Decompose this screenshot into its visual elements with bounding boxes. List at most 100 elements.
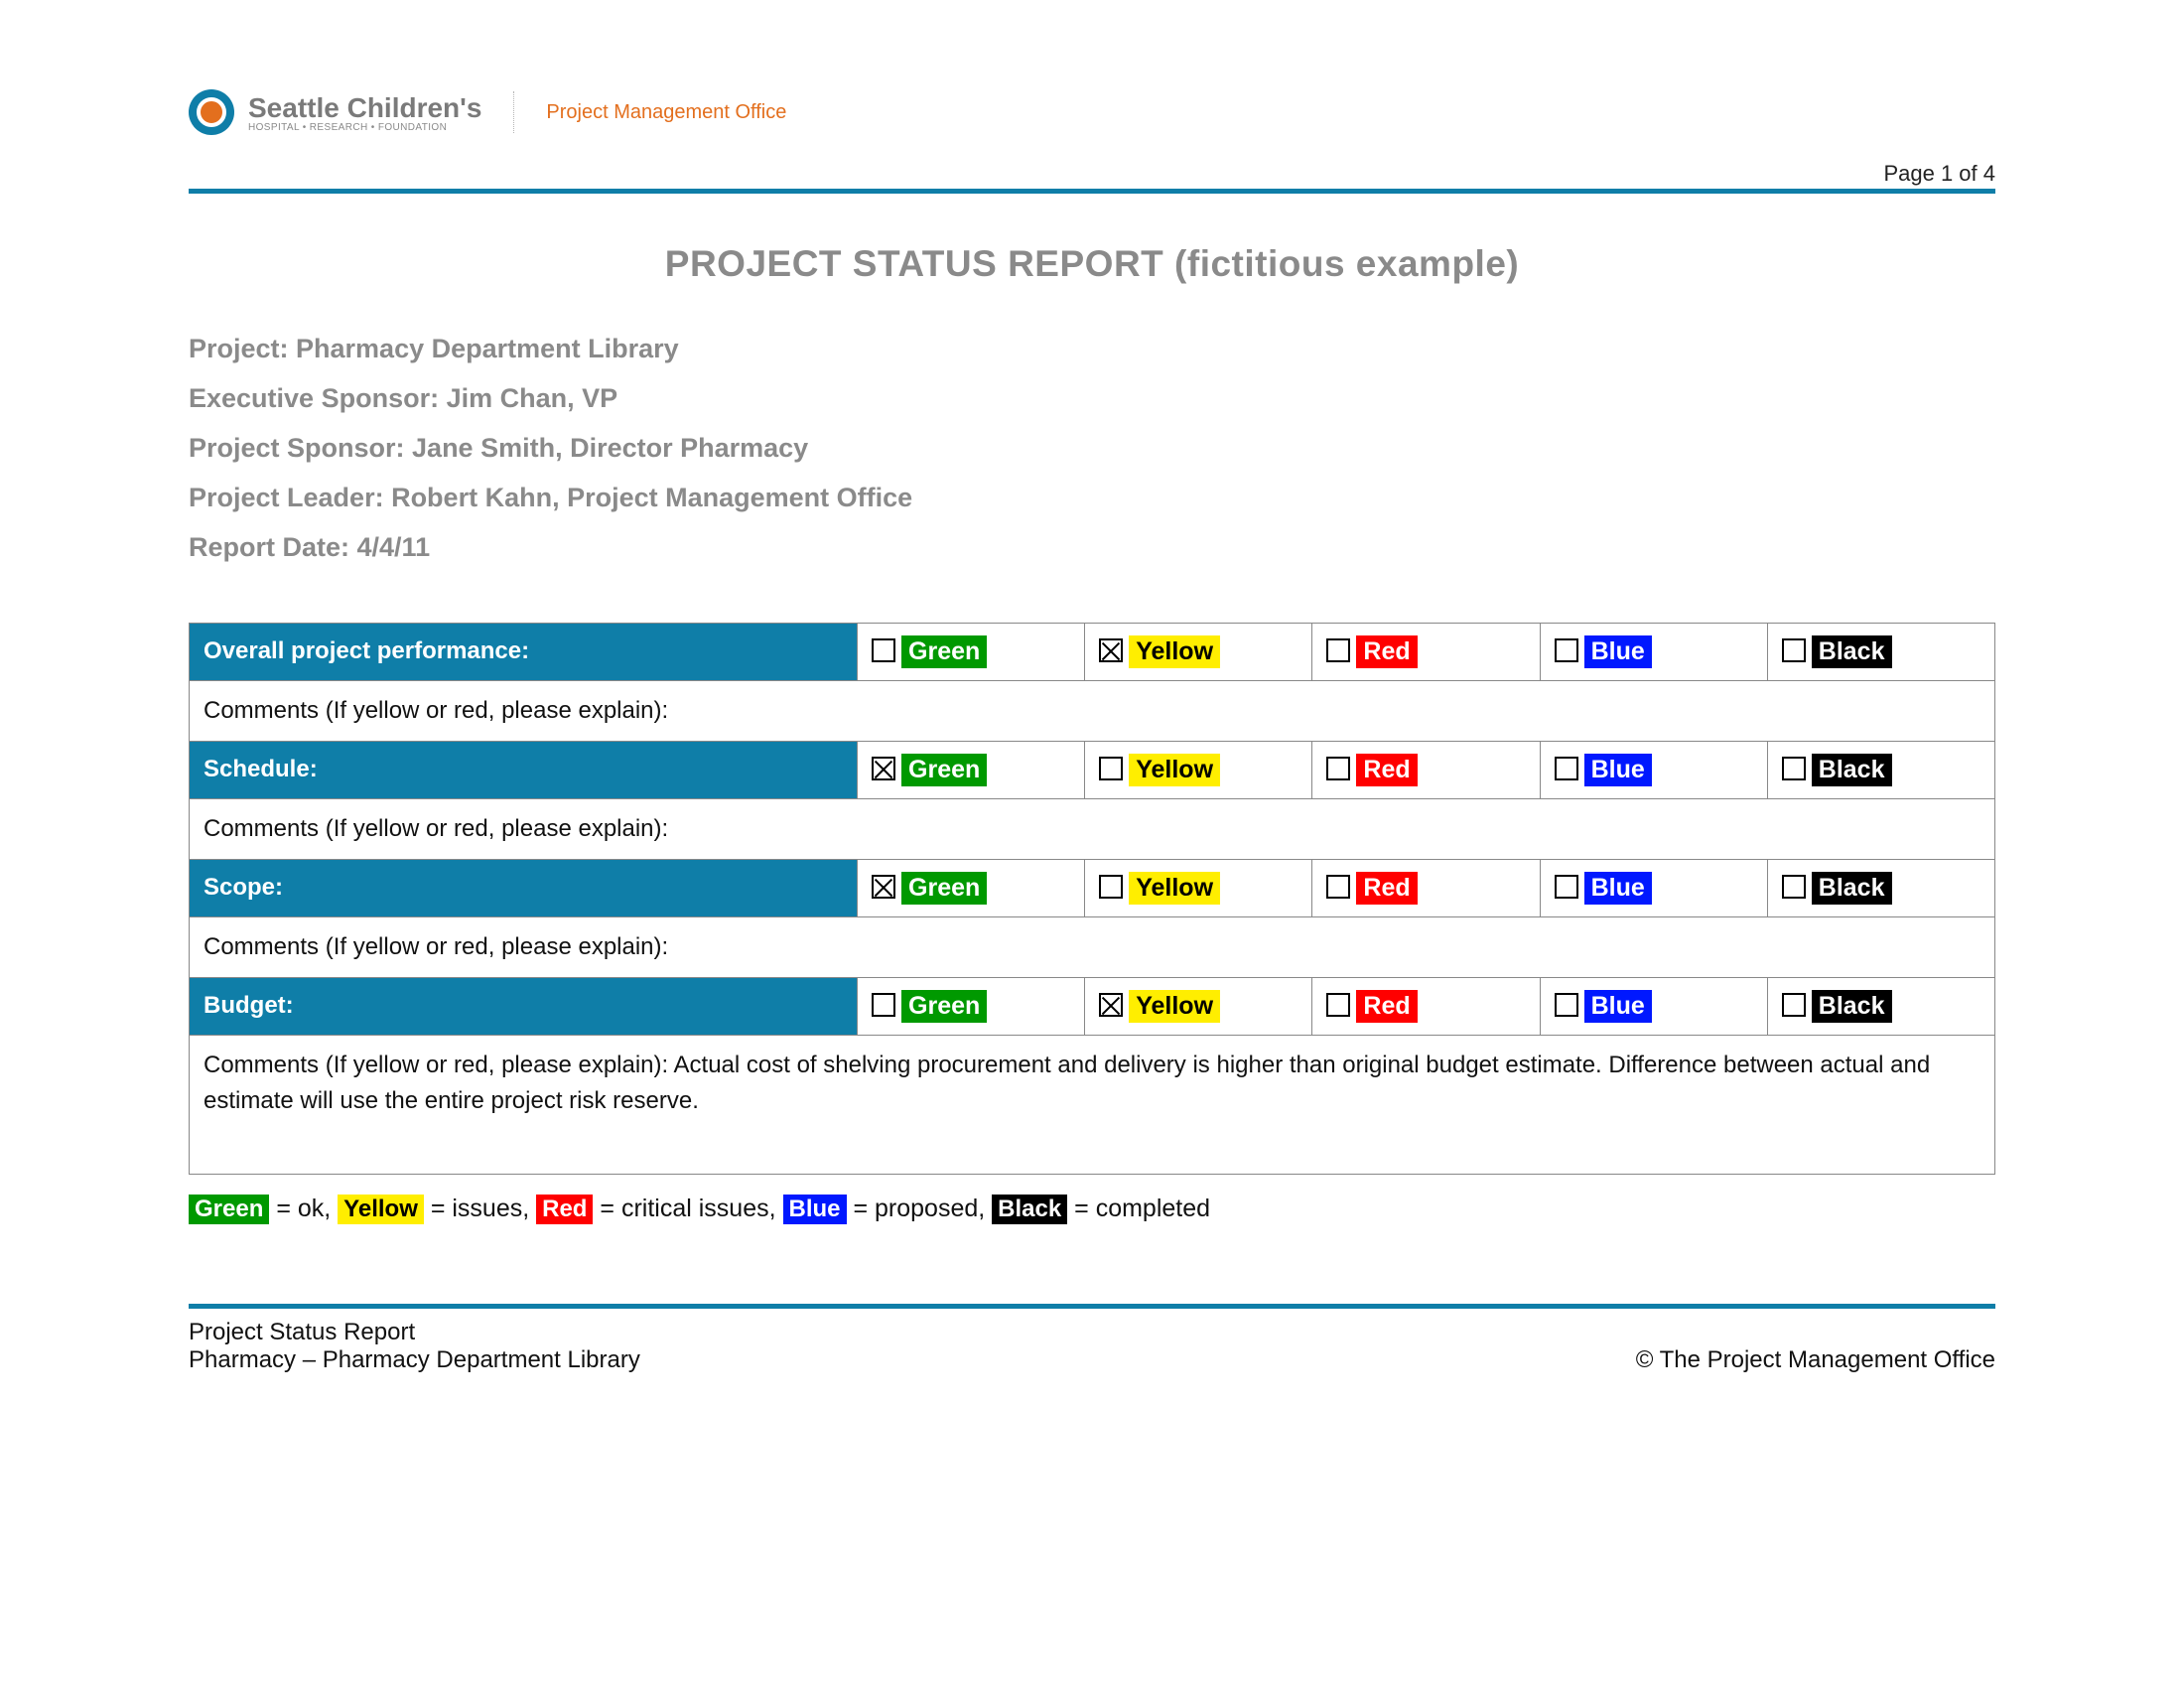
status-cell-blue: Blue (1540, 977, 1767, 1035)
page-title: PROJECT STATUS REPORT (fictitious exampl… (189, 243, 1995, 285)
legend-red-text: = critical issues, (593, 1195, 782, 1222)
legend-green-tag: Green (189, 1195, 269, 1224)
checkbox-black[interactable] (1782, 875, 1806, 899)
legend-blue-tag: Blue (783, 1195, 847, 1224)
status-tag-yellow: Yellow (1129, 754, 1220, 786)
status-tag-black: Black (1812, 754, 1892, 786)
status-tag-black: Black (1812, 990, 1892, 1023)
footer-left-2: Pharmacy – Pharmacy Department Library (189, 1346, 640, 1374)
footer: Project Status Report Pharmacy – Pharmac… (189, 1319, 1995, 1374)
status-tag-blue: Blue (1584, 872, 1652, 905)
status-cell-green: Green (858, 859, 1085, 916)
checkbox-green[interactable] (872, 757, 895, 780)
status-cell-black: Black (1767, 623, 1994, 680)
footer-rule (189, 1304, 1995, 1309)
checkbox-red[interactable] (1326, 638, 1350, 662)
comments-cell: Comments (If yellow or red, please expla… (190, 1035, 1995, 1174)
status-cell-green: Green (858, 623, 1085, 680)
header-rule (189, 189, 1995, 194)
comments-cell: Comments (If yellow or red, please expla… (190, 798, 1995, 859)
status-cell-yellow: Yellow (1085, 741, 1312, 798)
status-tag-red: Red (1356, 990, 1417, 1023)
status-tag-green: Green (901, 635, 987, 668)
status-tag-red: Red (1356, 872, 1417, 905)
status-tag-yellow: Yellow (1129, 872, 1220, 905)
logo-inner-icon (197, 97, 226, 127)
checkbox-red[interactable] (1326, 875, 1350, 899)
status-tag-red: Red (1356, 754, 1417, 786)
checkbox-black[interactable] (1782, 757, 1806, 780)
status-tag-black: Black (1812, 635, 1892, 668)
legend: Green = ok, Yellow = issues, Red = criti… (189, 1195, 1995, 1224)
legend-red-tag: Red (536, 1195, 593, 1224)
logo-circle-icon (189, 89, 234, 135)
checkbox-yellow[interactable] (1099, 993, 1123, 1017)
category-label: Scope: (190, 859, 858, 916)
status-tag-black: Black (1812, 872, 1892, 905)
legend-black-text: = completed (1067, 1195, 1210, 1222)
legend-black-tag: Black (992, 1195, 1067, 1224)
meta-leader: Project Leader: Robert Kahn, Project Man… (189, 474, 1995, 523)
status-table: Overall project performance: Green Yellow R… (189, 623, 1995, 1175)
checkbox-black[interactable] (1782, 638, 1806, 662)
category-label: Overall project performance: (190, 623, 858, 680)
page-number: Page 1 of 4 (189, 161, 1995, 187)
checkbox-blue[interactable] (1555, 757, 1578, 780)
checkbox-yellow[interactable] (1099, 757, 1123, 780)
status-cell-green: Green (858, 741, 1085, 798)
status-cell-blue: Blue (1540, 623, 1767, 680)
status-cell-red: Red (1312, 859, 1540, 916)
legend-green-text: = ok, (269, 1195, 338, 1222)
meta-date: Report Date: 4/4/11 (189, 523, 1995, 573)
status-tag-blue: Blue (1584, 990, 1652, 1023)
status-cell-yellow: Yellow (1085, 623, 1312, 680)
brand-logo: Seattle Children's HOSPITAL • RESEARCH •… (189, 89, 481, 135)
checkbox-yellow[interactable] (1099, 638, 1123, 662)
status-tag-yellow: Yellow (1129, 990, 1220, 1023)
footer-left: Project Status Report Pharmacy – Pharmac… (189, 1319, 640, 1374)
footer-left-1: Project Status Report (189, 1319, 640, 1346)
legend-blue-text: = proposed, (847, 1195, 993, 1222)
status-tag-green: Green (901, 754, 987, 786)
checkbox-blue[interactable] (1555, 993, 1578, 1017)
status-tag-green: Green (901, 872, 987, 905)
checkbox-green[interactable] (872, 638, 895, 662)
status-tag-blue: Blue (1584, 635, 1652, 668)
brand-sub: HOSPITAL • RESEARCH • FOUNDATION (248, 122, 481, 133)
divider-icon (513, 91, 514, 133)
status-cell-black: Black (1767, 977, 1994, 1035)
status-cell-yellow: Yellow (1085, 977, 1312, 1035)
brand-text: Seattle Children's HOSPITAL • RESEARCH •… (248, 92, 481, 133)
status-cell-blue: Blue (1540, 741, 1767, 798)
category-label: Schedule: (190, 741, 858, 798)
meta-project: Project: Pharmacy Department Library (189, 325, 1995, 374)
office-name: Project Management Office (546, 101, 786, 124)
checkbox-black[interactable] (1782, 993, 1806, 1017)
document-header: Seattle Children's HOSPITAL • RESEARCH •… (189, 89, 1995, 143)
status-cell-black: Black (1767, 859, 1994, 916)
comments-cell: Comments (If yellow or red, please expla… (190, 916, 1995, 977)
status-tag-green: Green (901, 990, 987, 1023)
footer-right: © The Project Management Office (1636, 1346, 1995, 1374)
legend-yellow-tag: Yellow (338, 1195, 424, 1224)
status-tag-blue: Blue (1584, 754, 1652, 786)
checkbox-red[interactable] (1326, 993, 1350, 1017)
status-cell-yellow: Yellow (1085, 859, 1312, 916)
status-cell-black: Black (1767, 741, 1994, 798)
category-label: Budget: (190, 977, 858, 1035)
meta-proj-sponsor: Project Sponsor: Jane Smith, Director Ph… (189, 424, 1995, 474)
status-tag-red: Red (1356, 635, 1417, 668)
checkbox-yellow[interactable] (1099, 875, 1123, 899)
checkbox-blue[interactable] (1555, 875, 1578, 899)
status-cell-green: Green (858, 977, 1085, 1035)
status-cell-red: Red (1312, 623, 1540, 680)
checkbox-red[interactable] (1326, 757, 1350, 780)
checkbox-green[interactable] (872, 993, 895, 1017)
checkbox-blue[interactable] (1555, 638, 1578, 662)
meta-exec-sponsor: Executive Sponsor: Jim Chan, VP (189, 374, 1995, 424)
status-cell-red: Red (1312, 741, 1540, 798)
comments-cell: Comments (If yellow or red, please expla… (190, 680, 1995, 741)
status-cell-red: Red (1312, 977, 1540, 1035)
project-meta: Project: Pharmacy Department Library Exe… (189, 325, 1995, 573)
checkbox-green[interactable] (872, 875, 895, 899)
